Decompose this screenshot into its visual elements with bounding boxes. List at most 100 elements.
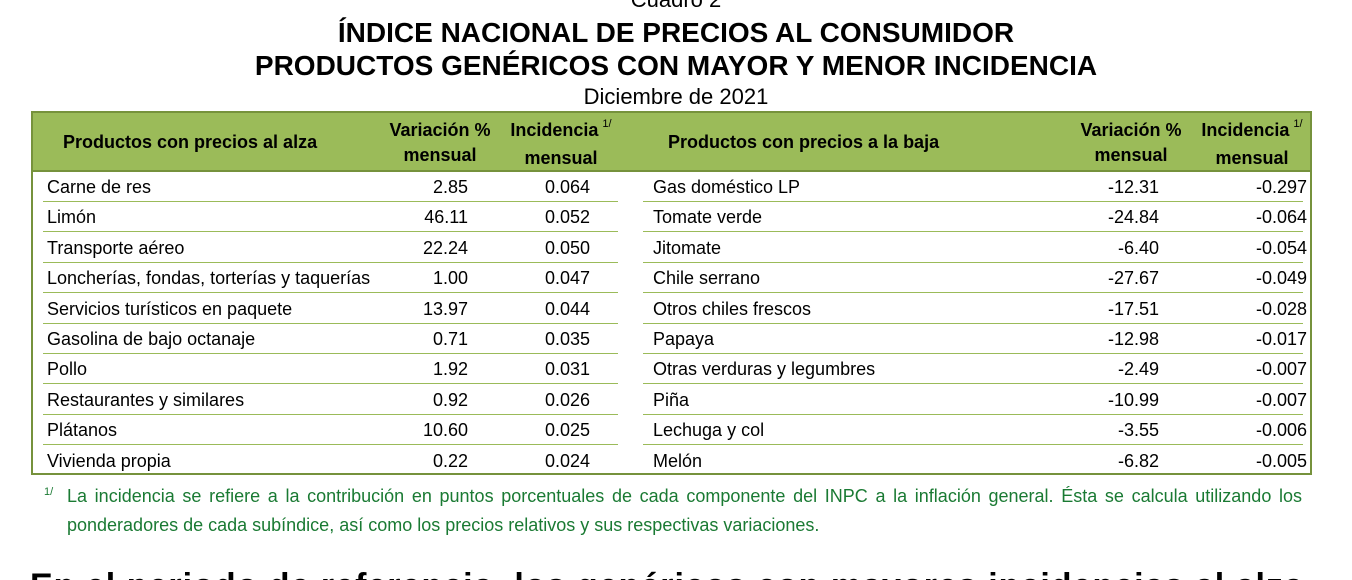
table-header: Productos con precios al alza Variación … [33,113,1310,172]
row-divider [643,383,1303,385]
row-divider [643,322,1303,324]
row-divider [43,261,618,263]
footnote-text: La incidencia se refiere a la contribuci… [67,486,1302,535]
down-variation: -27.67 [1107,268,1159,289]
table-row: Limón 46.11 0.052 Tomate verde -24.84 -0… [33,202,1310,233]
up-variation: 1.92 [432,359,468,380]
row-divider [43,231,618,233]
row-divider [43,201,618,202]
row-divider [43,353,618,354]
down-variation: -6.40 [1117,237,1159,258]
table-caption: Cuadro 2 [0,0,1352,12]
down-product-name: Otras verduras y legumbres [653,359,876,380]
down-variation: -10.99 [1107,389,1159,410]
up-variation: 1.00 [432,268,468,289]
down-incidence: -0.054 [1255,237,1307,258]
down-incidence: -0.049 [1255,268,1307,289]
up-incidence: 0.024 [544,450,590,471]
up-incidence: 0.052 [544,207,590,228]
down-incidence: -0.007 [1255,389,1307,410]
row-divider [643,261,1303,263]
up-product-name: Restaurantes y similares [47,389,245,410]
down-product-name: Chile serrano [653,268,761,289]
row-divider [43,292,618,294]
down-incidence: -0.007 [1255,359,1307,380]
down-product-name: Tomate verde [653,207,763,228]
up-product-name: Servicios turísticos en paquete [47,298,293,319]
row-divider [643,353,1303,354]
table-row: Restaurantes y similares 0.92 0.026 Piña… [33,385,1310,415]
up-product-name: Vivienda propia [47,450,171,471]
incidence-table: Productos con precios al alza Variación … [31,111,1312,475]
header-up-variation-line1: Variación % [389,120,491,140]
table-footnote: 1/ La incidencia se refiere a la contrib… [44,482,1302,540]
header-up-incidence: Incidencia 1/ mensual [505,118,617,171]
down-product-name: Gas doméstico LP [653,177,801,197]
down-product-name: Lechuga y col [653,420,765,441]
table-row: Vivienda propia 0.22 0.024 Melón -6.82 -… [33,446,1310,476]
down-incidence: -0.005 [1255,450,1307,471]
header-down-variation-line2: mensual [1094,145,1168,165]
footnote-marker: 1/ [602,118,612,130]
page-title: ÍNDICE NACIONAL DE PRECIOS AL CONSUMIDOR [337,17,1015,48]
header-up-variation: Variación % mensual [385,118,495,168]
down-product-name: Papaya [653,329,715,349]
header-up-incidence-line1: Incidencia [510,120,599,140]
up-product-name: Loncherías, fondas, torterías y taquería… [47,268,371,289]
row-divider [643,231,1303,233]
down-variation: -6.82 [1117,450,1159,471]
next-paragraph-text: En el periodo de referencia, los genéric… [30,566,1320,580]
up-variation: 46.11 [424,207,468,228]
table-row: Transporte aéreo 22.24 0.050 Jitomate -6… [33,233,1310,263]
table-row: Servicios turísticos en paquete 13.97 0.… [33,294,1310,324]
table-row: Plátanos 10.60 0.025 Lechuga y col -3.55… [33,415,1310,446]
up-incidence: 0.025 [544,420,590,441]
row-divider [643,201,1303,202]
row-divider [43,383,618,385]
down-incidence: -0.028 [1255,298,1307,319]
up-variation: 13.97 [422,298,468,319]
up-product-name: Gasolina de bajo octanaje [47,329,256,349]
row-divider [643,444,1303,446]
next-paragraph-cropped: En el periodo de referencia, los genéric… [30,566,1320,580]
up-variation: 2.85 [432,177,468,197]
up-incidence: 0.035 [544,329,590,349]
row-divider [643,292,1303,294]
down-variation: -2.49 [1117,359,1159,380]
up-incidence: 0.044 [544,298,590,319]
down-variation: -3.55 [1117,420,1159,441]
down-incidence: -0.297 [1255,177,1307,197]
row-divider [43,444,618,446]
table-row: Loncherías, fondas, torterías y taquería… [33,263,1310,294]
up-variation: 0.22 [432,450,468,471]
up-variation: 22.24 [422,237,468,258]
up-product-name: Carne de res [47,177,152,197]
down-variation: -24.84 [1107,207,1159,228]
up-incidence: 0.047 [544,268,590,289]
up-incidence: 0.050 [544,237,590,258]
up-product-name: Plátanos [47,420,118,441]
row-divider [43,413,618,415]
down-incidence: -0.006 [1255,420,1307,441]
up-variation: 10.60 [422,420,468,441]
row-divider [43,322,618,324]
down-product-name: Piña [653,389,690,410]
up-incidence: 0.026 [544,389,590,410]
header-up-incidence-line2: mensual [524,148,598,168]
row-divider [643,413,1303,415]
up-variation: 0.92 [432,389,468,410]
down-variation: -12.31 [1107,177,1159,197]
header-down-incidence-line1: Incidencia [1201,120,1290,140]
down-product-name: Jitomate [653,237,722,258]
down-variation: -12.98 [1107,329,1159,349]
footnote-marker: 1/ [44,486,54,498]
header-up-products: Productos con precios al alza [63,132,318,152]
down-incidence: -0.017 [1255,329,1307,349]
header-down-variation-line1: Variación % [1080,120,1182,140]
up-product-name: Pollo [47,359,88,380]
period-label: Diciembre de 2021 [583,84,769,109]
down-incidence: -0.064 [1255,207,1307,228]
up-variation: 0.71 [432,329,468,349]
footnote-marker: 1/ [1293,118,1303,130]
up-product-name: Limón [47,207,97,228]
